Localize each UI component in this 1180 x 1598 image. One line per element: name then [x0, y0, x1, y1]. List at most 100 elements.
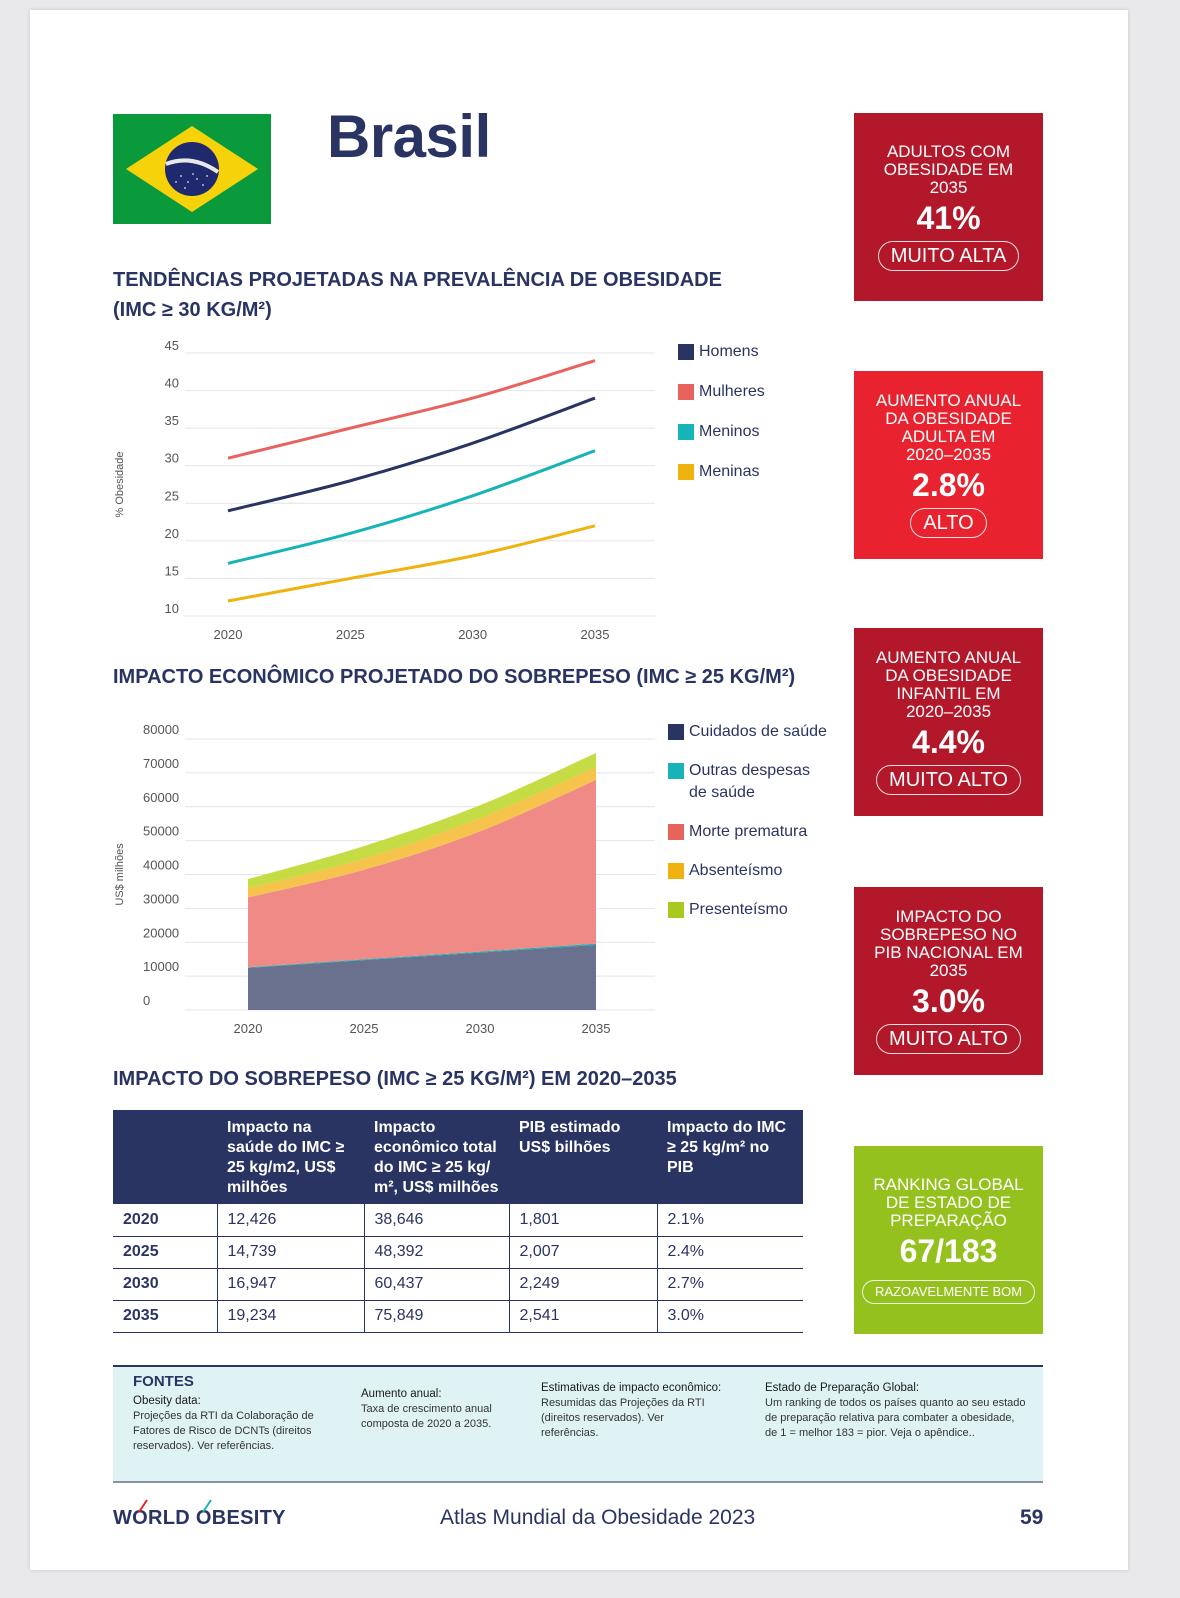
legend-label-line: Outras despesas — [689, 762, 810, 779]
stat-card-label: IMPACTO DO SOBREPESO NO PIB NACIONAL EM 203… — [874, 908, 1023, 980]
y-tick-label: 25 — [165, 488, 179, 503]
stat-card-label-line: 2035 — [929, 961, 968, 980]
table-cell: 48,392 — [363, 1236, 509, 1269]
source-title: Aumento anual: — [361, 1388, 442, 1400]
legend-item-cuidados-de-saúde: Cuidados de saúde — [668, 721, 827, 743]
legend-item-outras-despesas-de-saúde: Outras despesas de saúde — [668, 760, 827, 804]
stat-card-label-line: DA OBESIDADE — [885, 409, 1012, 428]
legend-label: Outras despesas de saúde — [689, 760, 810, 804]
stat-card-rating-badge: MUITO ALTO — [876, 765, 1021, 795]
source-text: Projeções da RTI da Colaboração de Fator… — [133, 1410, 314, 1452]
stat-card-label: ADULTOS COM OBESIDADE EM 2035 — [884, 143, 1013, 197]
table-header-health-impact: Impacto na saúde do IMC ≥ 25 kg/m2, US$ … — [217, 1110, 364, 1204]
stat-card-label: AUMENTO ANUAL DA OBESIDADE INFANTIL EM 2020… — [876, 649, 1021, 721]
legend-swatch — [668, 902, 684, 918]
source-text: Taxa de crescimento anual composta de 20… — [361, 1403, 492, 1430]
table-cell: 2.4% — [656, 1236, 803, 1269]
source-title: Obesity data: — [133, 1395, 201, 1407]
stat-card-label-line: PREPARAÇÃO — [890, 1211, 1007, 1230]
stat-card-value: 3.0% — [912, 983, 985, 1019]
y-tick-label: 35 — [165, 413, 179, 428]
y-axis-label: % Obesidade — [114, 451, 126, 517]
legend-swatch — [678, 424, 694, 440]
area-cuidados-de-saúde — [248, 944, 596, 1010]
area-chart-title: IMPACTO ECONÔMICO PROJETADO DO SOBREPESO… — [113, 666, 796, 688]
legend-item-meninas: Meninas — [678, 461, 765, 483]
page: Brasil TENDÊNCIAS PROJETADAS NA PREVALÊN… — [30, 10, 1128, 1570]
stat-card-label-line: INFANTIL EM — [896, 684, 1001, 703]
x-tick-label: 2035 — [581, 627, 610, 642]
stat-card-label-line: PIB NACIONAL EM — [874, 943, 1023, 962]
world-obesity-logo: WORLD OBESITY — [113, 1505, 286, 1531]
y-tick-label: 30 — [165, 451, 179, 466]
stat-card-label-line: ADULTA EM — [901, 427, 996, 446]
y-tick-label: 80000 — [143, 722, 179, 737]
legend-label: Mulheres — [699, 383, 765, 400]
x-tick-label: 2035 — [582, 1021, 611, 1036]
source-item-annual-increase: Aumento anual: Taxa de crescimento anual… — [361, 1387, 521, 1432]
y-tick-label: 45 — [165, 338, 179, 353]
table-cell: 2,007 — [508, 1236, 657, 1269]
x-tick-label: 2025 — [350, 1021, 379, 1036]
legend-label: Cuidados de saúde — [689, 723, 827, 740]
country-title: Brasil — [327, 103, 491, 170]
area-outras-despesas-de-saúde — [248, 943, 596, 968]
x-tick-label: 2020 — [214, 627, 243, 642]
x-tick-label: 2030 — [458, 627, 487, 642]
stat-card-label-line: OBESIDADE EM — [883, 160, 1014, 179]
table-cell: 14,739 — [216, 1236, 364, 1269]
sources-heading: FONTES — [133, 1373, 194, 1390]
adult-annual-increase-card: AUMENTO ANUAL DA OBESIDADE ADULTA EM 2020–2… — [854, 371, 1043, 559]
table-cell: 19,234 — [216, 1300, 364, 1333]
legend-item-morte-prematura: Morte prematura — [668, 821, 827, 843]
legend-label: Homens — [699, 343, 759, 360]
line-chart-title: TENDÊNCIAS PROJETADAS NA PREVALÊNCIA DE … — [113, 265, 722, 325]
y-tick-label: 50000 — [143, 824, 179, 839]
stat-card-label-line: 2020–2035 — [905, 702, 992, 721]
y-tick-label: 20000 — [143, 925, 179, 940]
table-header-gdp-impact: Impacto do IMC ≥ 25 kg/m² no PIB — [657, 1110, 803, 1204]
child-annual-increase-card: AUMENTO ANUAL DA OBESIDADE INFANTIL EM 2020… — [854, 628, 1043, 816]
gdp-impact-card: IMPACTO DO SOBREPESO NO PIB NACIONAL EM 203… — [854, 887, 1043, 1075]
source-title: Estimativas de impacto econômico: — [541, 1382, 722, 1394]
legend-label: Absenteísmo — [689, 862, 783, 879]
legend-label: Meninas — [699, 463, 760, 480]
legend-swatch — [668, 863, 684, 879]
legend-swatch — [678, 344, 694, 360]
brazil-flag-icon — [113, 114, 271, 224]
logo-slash-teal-icon — [202, 1499, 212, 1513]
line-chart-title-line-2: (IMC ≥ 30 KG/M²) — [113, 299, 272, 321]
table-header-economic-impact: Impacto econômico total do IMC ≥ 25 kg/ … — [364, 1110, 509, 1204]
table-header-row: Impacto na saúde do IMC ≥ 25 kg/m2, US$ … — [113, 1110, 803, 1204]
y-tick-label: 15 — [165, 563, 179, 578]
stat-card-label: RANKING GLOBAL DE ESTADO DE PREPARAÇÃO — [873, 1176, 1023, 1230]
stat-card-value: 67/183 — [899, 1233, 998, 1269]
stat-card-label-line: AUMENTO ANUAL — [875, 391, 1022, 410]
logo-slash-red-icon — [138, 1499, 148, 1513]
stat-card-label-line: DA OBESIDADE — [885, 666, 1012, 685]
area-morte-prematura — [248, 780, 596, 968]
table-row: 2020 12,426 38,646 1,801 2.1% — [113, 1204, 803, 1237]
source-text: Um ranking de todos os países quanto ao … — [765, 1397, 1026, 1439]
legend-item-absenteísmo: Absenteísmo — [668, 860, 827, 882]
stat-card-label-line: DE ESTADO DE — [885, 1193, 1012, 1212]
stat-card-label-line: SOBREPESO NO — [880, 925, 1017, 944]
legend-swatch — [668, 824, 684, 840]
stat-card-label-line: AUMENTO ANUAL — [875, 648, 1022, 667]
stat-card-value: 2.8% — [912, 467, 985, 503]
source-text: Resumidas das Projeções da RTI (direitos… — [541, 1397, 705, 1439]
legend-label: Meninos — [699, 423, 760, 440]
stat-card-label-line: IMPACTO DO — [895, 907, 1002, 926]
line-chart-title-line-1: TENDÊNCIAS PROJETADAS NA PREVALÊNCIA DE … — [113, 269, 722, 291]
legend-label: Morte prematura — [689, 823, 808, 840]
source-item-obesity-data: Obesity data: Projeções da RTI da Colabo… — [133, 1394, 338, 1454]
impact-table: Impacto na saúde do IMC ≥ 25 kg/m2, US$ … — [113, 1110, 803, 1333]
stat-card-label-line: 2035 — [929, 178, 968, 197]
table-row: 2035 19,234 75,849 2,541 3.0% — [113, 1300, 803, 1333]
economic-impact-area-chart: 0 10000 20000 30000 40000 50000 60000 70000 8000… — [114, 722, 655, 1036]
preparedness-ranking-card: RANKING GLOBAL DE ESTADO DE PREPARAÇÃO 67/1… — [854, 1146, 1043, 1334]
stat-card-label-line: 2020–2035 — [905, 445, 992, 464]
table-cell: 60,437 — [363, 1268, 509, 1301]
table-cell: 2,541 — [508, 1300, 657, 1333]
